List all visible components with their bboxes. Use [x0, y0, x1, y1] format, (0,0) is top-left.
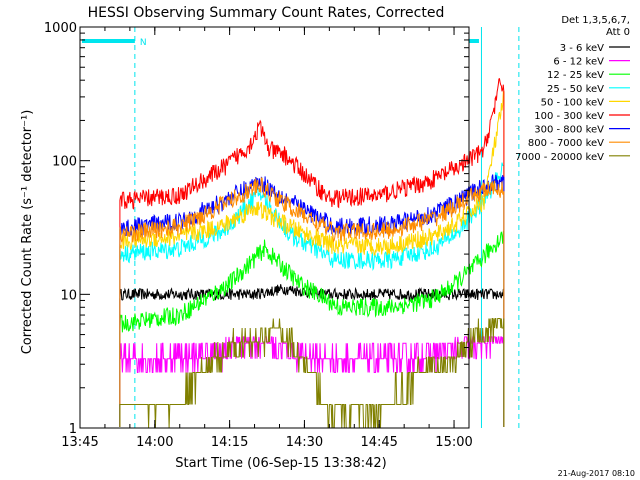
x-tick-label: 14:45: [360, 435, 397, 450]
plot-frame: [79, 26, 470, 429]
legend-title-line: Att 0: [606, 27, 630, 38]
chart-title: HESSI Observing Summary Count Rates, Cor…: [88, 5, 445, 21]
y-tick-label: 1000: [44, 21, 77, 36]
series-line: [119, 162, 505, 427]
legend-entry-label: 25 - 50 keV: [547, 84, 604, 95]
x-tick-label: 15:00: [435, 435, 472, 450]
legend-title-line: Det 1,3,5,6,7,: [561, 15, 630, 26]
series-line: [119, 77, 505, 427]
series-line: [119, 177, 505, 427]
x-tick-label: 14:30: [286, 435, 323, 450]
legend-entry-label: 6 - 12 keV: [553, 57, 604, 68]
legend-entry-label: 7000 - 20000 keV: [515, 152, 604, 163]
series-line: [119, 174, 505, 427]
legend-entry-label: 50 - 100 keV: [541, 97, 605, 108]
attenuator-label: N: [140, 38, 147, 48]
series-line: [119, 336, 505, 427]
legend-entry-label: 12 - 25 keV: [547, 70, 604, 81]
series-line: [119, 230, 505, 427]
legend: Det 1,3,5,6,7,Att 03 - 6 keV 6 - 12 keV 12…: [515, 15, 630, 163]
x-tick-label: 14:15: [211, 435, 248, 450]
y-axis-label: Corrected Count Rate (s⁻¹ detector⁻¹): [20, 110, 35, 355]
series-layer: [119, 77, 505, 429]
x-tick-label: 14:00: [136, 435, 173, 450]
legend-entry-label: 800 - 7000 keV: [528, 138, 604, 149]
series-line: [119, 318, 505, 429]
legend-entry-label: 100 - 300 keV: [534, 111, 604, 122]
footer-timestamp: 21-Aug-2017 08:10: [558, 469, 635, 478]
x-tick-label: 13:45: [61, 435, 98, 450]
legend-entry-label: 300 - 800 keV: [534, 125, 604, 136]
y-tick-label: 100: [52, 155, 77, 170]
x-axis-label: Start Time (06-Sep-15 13:38:42): [175, 456, 386, 471]
series-line: [119, 90, 505, 427]
y-tick-label: 1: [69, 422, 77, 437]
axes: 13:45 14:00 14:15 14:30 14:45 15:00 1 10 100 1000: [44, 21, 473, 450]
y-tick-label: 10: [60, 288, 77, 303]
legend-entry-label: 3 - 6 keV: [560, 43, 604, 54]
